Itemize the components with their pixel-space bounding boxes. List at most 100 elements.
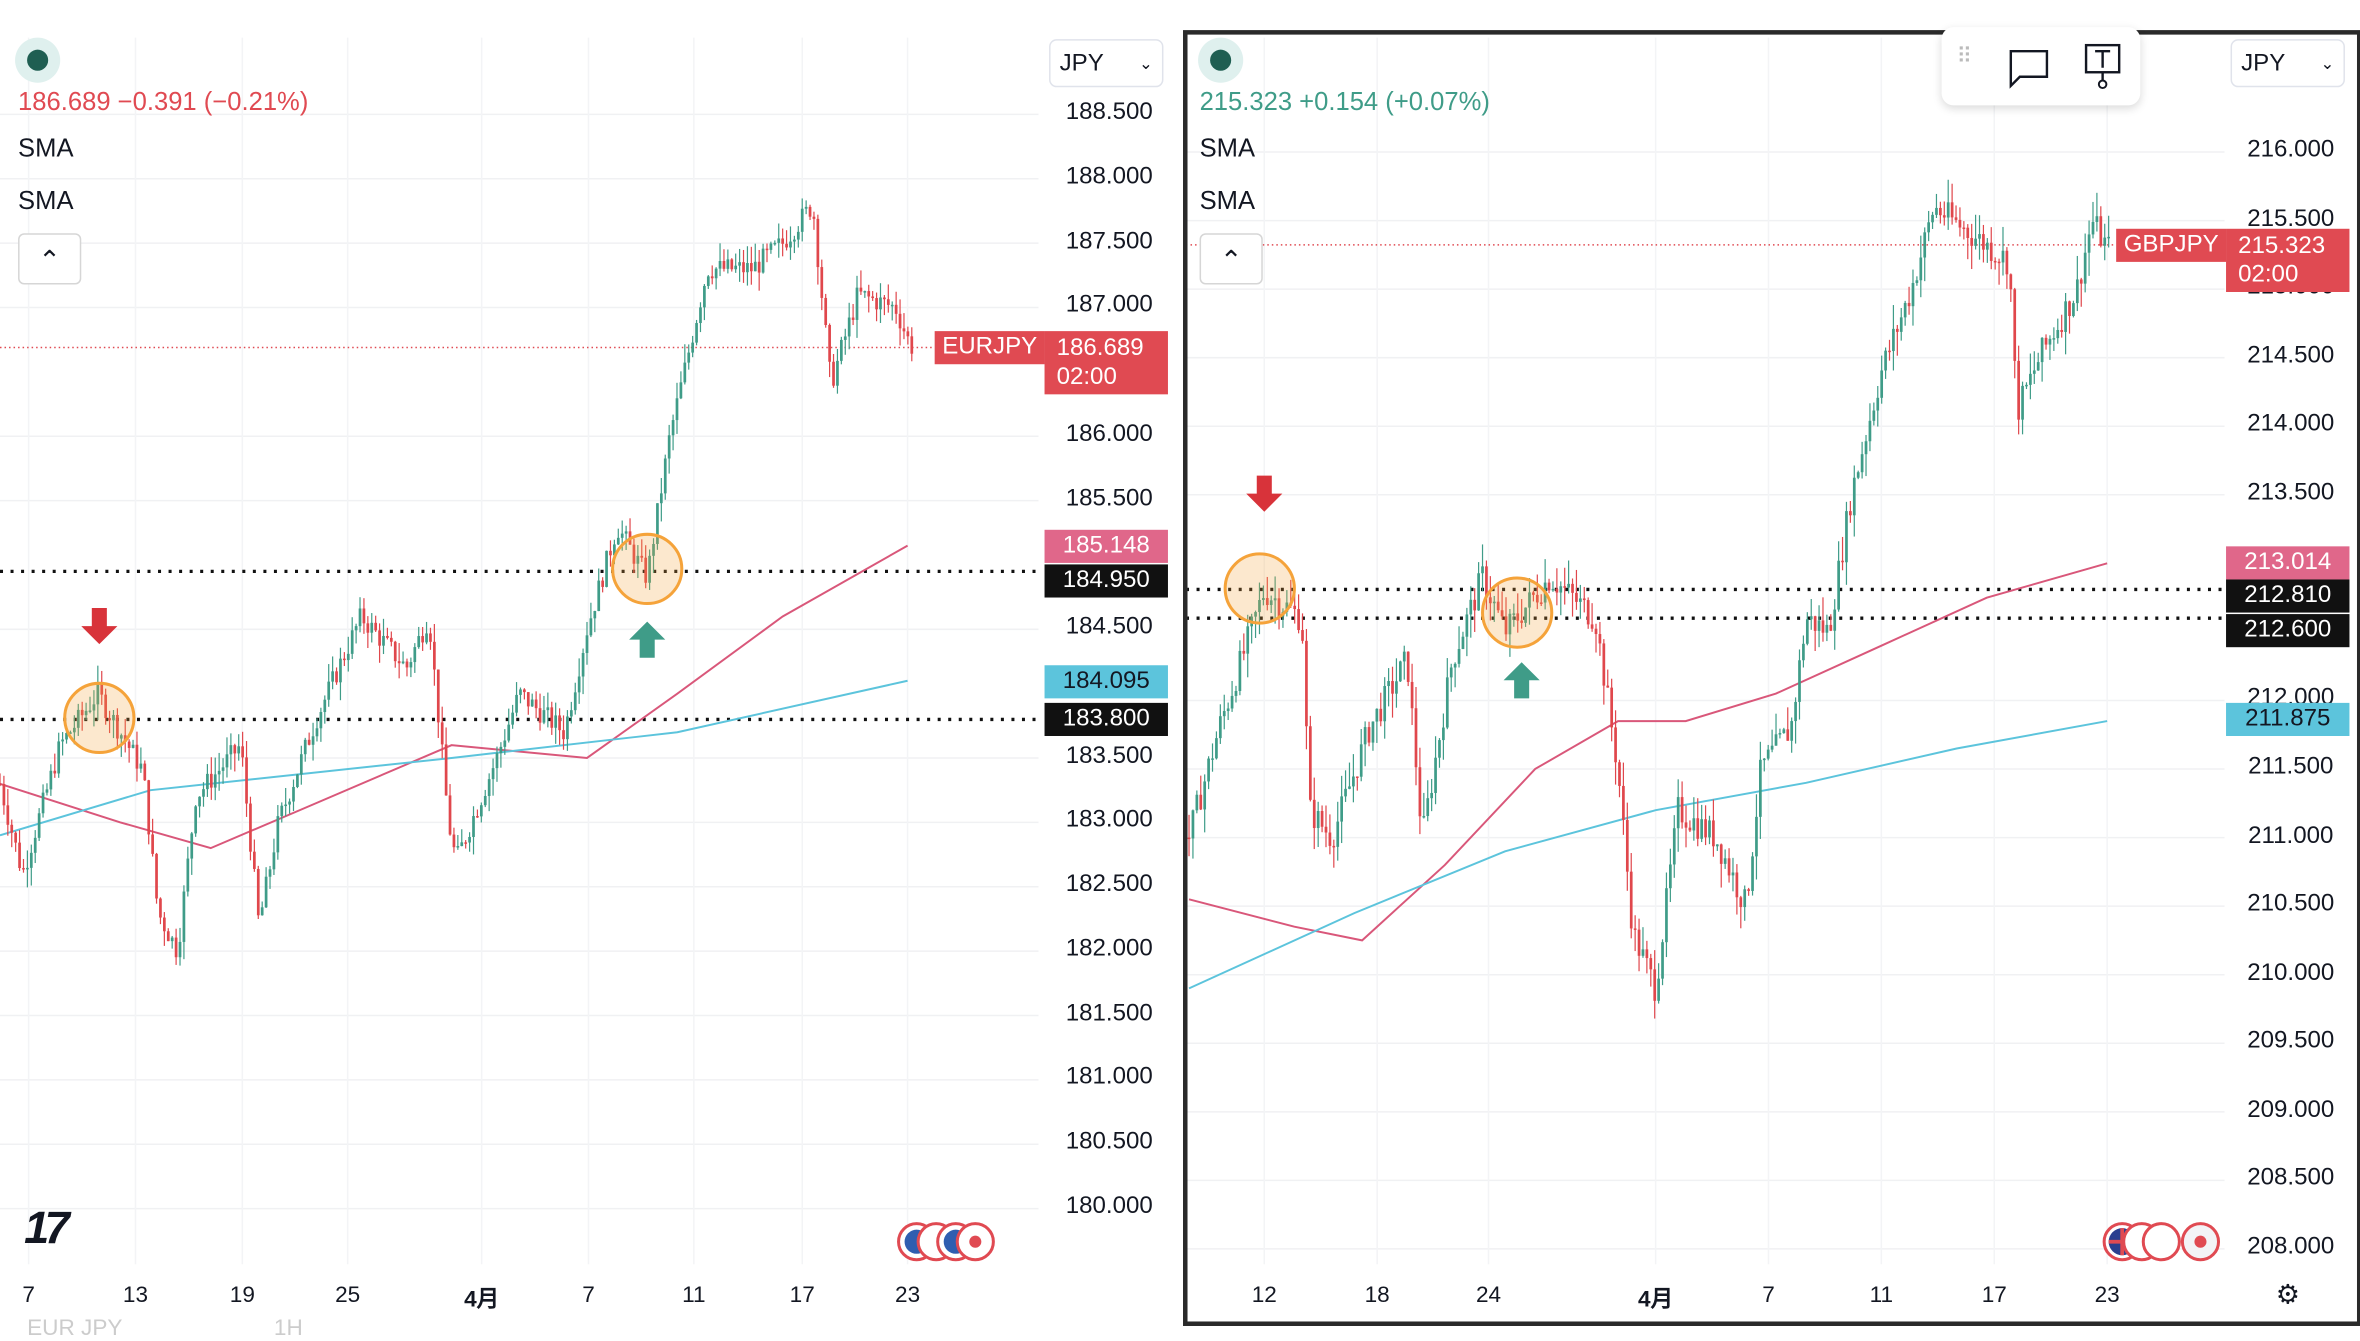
collapse-legend-button[interactable]: ⌃ (18, 233, 82, 285)
price-tick: 184.500 (1065, 614, 1153, 640)
chevron-down-icon: ⌄ (1139, 55, 1153, 74)
candle-body (487, 779, 491, 797)
candle-body (769, 243, 773, 250)
price-tick: 188.000 (1065, 163, 1153, 190)
candle-body (339, 658, 342, 683)
candle-body (491, 768, 495, 780)
candle-body (378, 630, 381, 646)
candle-body (796, 231, 800, 240)
candle-body (1868, 420, 1872, 442)
time-tick: 11 (682, 1282, 706, 1308)
candle-body (1692, 818, 1696, 831)
price-tick: 211.500 (2248, 753, 2334, 780)
drag-handle-icon[interactable]: ⠿ (1956, 43, 1973, 68)
indicator-sma-2[interactable]: SMA (18, 186, 74, 216)
candle-body (1571, 583, 1574, 593)
candle-body (2009, 274, 2013, 290)
candle-body (1285, 602, 1289, 612)
last-price: 215.323 (1199, 87, 1293, 116)
floating-drawing-toolbar: ⠿ (1941, 27, 2141, 106)
bar-countdown: 02:00 (1056, 364, 1117, 390)
market-status-icon[interactable] (15, 37, 61, 83)
candle-body (499, 746, 503, 754)
price-change: +0.154 (1299, 87, 1379, 116)
indicator-sma-1[interactable]: SMA (1199, 133, 1256, 163)
candle-body (1293, 605, 1297, 610)
candle-body (1430, 792, 1434, 799)
candle-body (155, 853, 158, 899)
currency-select[interactable]: JPY ⌄ (2230, 39, 2345, 88)
candle-body (1841, 560, 1844, 563)
right-quote: 215.323 +0.154 (+0.07%) (1200, 87, 1490, 117)
candle-body (511, 712, 514, 725)
candle-body (147, 780, 151, 835)
candle-body (1246, 626, 1250, 654)
candle-body (456, 846, 460, 848)
candle-body (1978, 234, 1981, 239)
candle-body (1457, 648, 1461, 664)
candle-body (523, 689, 526, 693)
candle-body (1860, 454, 1864, 473)
candle-body (871, 296, 875, 299)
candle-body (1590, 624, 1594, 629)
candle-body (816, 218, 820, 268)
candle-body (26, 867, 29, 870)
candle-body (1927, 222, 1930, 233)
candle-body (80, 709, 84, 716)
candle-body (1997, 261, 2001, 264)
candle-body (1575, 592, 1578, 602)
settings-gear-icon[interactable]: ⚙ (2275, 1279, 2301, 1310)
collapse-legend-button[interactable]: ⌃ (1199, 233, 1263, 285)
tradingview-logo[interactable]: 17 (24, 1204, 70, 1254)
sma-slow-line (1188, 562, 2108, 942)
price-tick: 208.500 (2247, 1165, 2335, 1191)
candle-body (69, 732, 72, 734)
text-tool-icon[interactable] (2082, 42, 2127, 93)
footer-interval: 1H (273, 1315, 303, 1341)
jp-flag-icon (969, 1235, 982, 1248)
candle-body (127, 741, 131, 748)
candle-body (890, 304, 894, 307)
candle-body (319, 712, 323, 729)
candle-body (1809, 616, 1813, 620)
candle-body (1982, 234, 1985, 250)
candle-body (1398, 661, 1402, 682)
comment-icon[interactable] (2006, 47, 2051, 92)
left-quote: 186.689 −0.391 (−0.21%) (18, 87, 308, 117)
candle-body (1880, 370, 1884, 398)
candle-body (401, 661, 405, 664)
candle-body (1907, 302, 1911, 307)
candle-body (1414, 708, 1418, 768)
candle-body (757, 261, 761, 273)
candle-body (1665, 888, 1668, 943)
candle-body (519, 689, 522, 695)
candle-body (1273, 598, 1277, 601)
candle-body (851, 317, 855, 320)
candle-body (1837, 560, 1840, 610)
candle-body (241, 746, 244, 758)
candle-body (1669, 864, 1672, 889)
last-price-badge: 215.323 02:00 (2226, 228, 2350, 292)
candle-body (2021, 385, 2024, 420)
candle-body (1719, 844, 1723, 864)
indicator-sma-1[interactable]: SMA (18, 133, 74, 163)
candle-body (448, 795, 452, 835)
candle-body (883, 297, 886, 300)
candle-body (343, 658, 346, 661)
candle-body (421, 636, 424, 643)
candle-body (687, 352, 691, 363)
candle-body (2048, 338, 2052, 345)
currency-select[interactable]: JPY ⌄ (1049, 39, 1164, 88)
candle-body (354, 626, 358, 631)
candle-body (1962, 227, 1966, 230)
indicator-sma-2[interactable]: SMA (1199, 186, 1256, 216)
candle-body (1563, 586, 1567, 588)
market-status-icon[interactable] (1198, 37, 1244, 83)
time-tick: 7 (22, 1282, 35, 1308)
candle-body (843, 336, 847, 340)
candle-body (116, 714, 119, 739)
candle-body (2099, 216, 2103, 246)
candle-body (1790, 721, 1794, 741)
candle-body (875, 298, 878, 310)
